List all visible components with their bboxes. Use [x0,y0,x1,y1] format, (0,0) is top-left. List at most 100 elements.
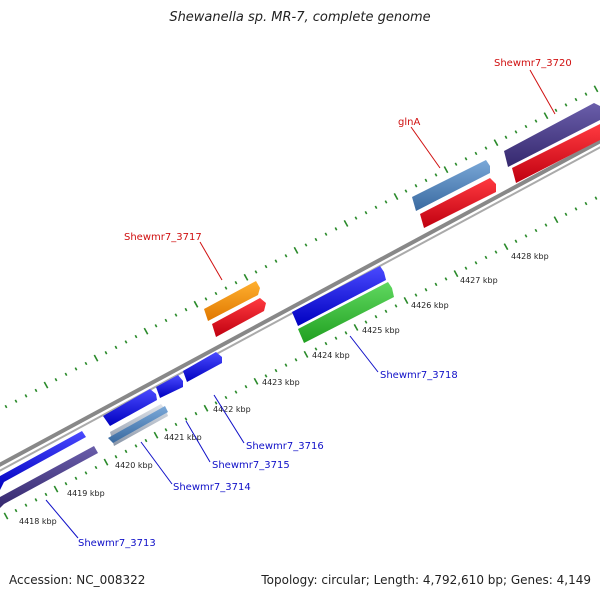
minor-tick [304,243,308,247]
gene-feature-3717[interactable] [204,281,260,321]
minor-tick [164,428,168,432]
minor-tick [414,293,418,297]
major-tick [403,297,409,304]
gene-feature-3720-red[interactable] [512,124,600,183]
minor-tick [74,476,78,480]
reverse-strand-callouts [45,335,379,539]
major-tick [553,216,559,224]
scale-label-4426: 4426 kbp [411,301,449,310]
gene-feature-3717-red[interactable] [212,298,266,337]
major-tick [343,220,349,227]
minor-tick [84,471,88,475]
minor-tick [364,320,368,324]
gene-feature-glnA-red[interactable] [420,178,496,228]
gene-label-3714[interactable]: Shewmr7_3714 [173,482,251,493]
minor-tick [524,234,528,238]
gene-label-3717[interactable]: Shewmr7_3717 [124,232,202,243]
gene-feature-glnA[interactable] [412,160,490,211]
minor-tick [184,307,188,312]
minor-tick [124,449,128,454]
minor-tick [24,394,28,398]
gene-feature-3715[interactable] [156,375,183,398]
minor-tick [474,261,478,265]
major-tick [543,112,549,120]
gene-features [0,103,600,508]
gene-feature-3720[interactable] [504,103,600,167]
major-tick [393,193,399,200]
minor-tick [434,282,438,287]
minor-tick [404,189,408,193]
scale-label-4428: 4428 kbp [511,252,549,261]
gene-feature-3714[interactable] [108,406,168,443]
minor-tick [34,498,38,502]
minor-tick [484,146,488,150]
minor-tick [584,92,588,96]
minor-tick [544,223,548,227]
major-tick [153,431,159,439]
gene-feature-blue[interactable] [0,431,86,490]
callout-3716 [213,394,245,444]
gene-feature-3713[interactable] [0,446,98,508]
minor-tick [534,228,538,233]
gene-label-glnA[interactable]: glnA [398,117,420,128]
minor-tick [64,482,68,486]
minor-tick [134,444,138,448]
genome-backbone [0,139,600,472]
gene-feature-3716[interactable] [183,352,222,382]
gene-feature-3718[interactable] [292,266,386,326]
gene-label-3713[interactable]: Shewmr7_3713 [78,538,156,549]
minor-tick [384,309,388,313]
minor-tick [264,264,268,269]
minor-tick [74,367,78,371]
minor-tick [414,184,418,188]
gene-label-3716[interactable]: Shewmr7_3716 [246,441,324,452]
minor-tick [14,508,18,513]
major-tick [353,324,359,331]
scale-label-4423: 4423 kbp [262,378,300,387]
scale-label-4420: 4420 kbp [115,461,153,470]
minor-tick [284,254,288,258]
callout-3720 [529,69,556,115]
gene-label-3720[interactable]: Shewmr7_3720 [494,58,572,69]
scale-label-4424: 4424 kbp [312,351,350,360]
major-tick [143,327,149,335]
minor-tick [124,340,128,344]
gene-feature-blue[interactable] [103,389,157,426]
lower-tick-row [3,196,598,520]
minor-tick [234,281,238,285]
callout-glnA [410,126,441,169]
minor-tick [464,266,468,270]
minor-tick [184,417,188,421]
minor-tick [334,227,338,231]
minor-tick [54,378,58,382]
gene-label-3715[interactable]: Shewmr7_3715 [212,460,290,471]
minor-tick [84,361,88,366]
minor-tick [14,399,18,403]
minor-tick [314,347,318,351]
minor-tick [354,216,358,220]
gene-feature-3718-green[interactable] [298,282,394,343]
minor-tick [104,351,108,355]
major-tick [453,270,459,278]
gene-label-3718[interactable]: Shewmr7_3718 [380,370,458,381]
minor-tick [324,232,328,236]
major-tick [443,166,449,174]
minor-tick [264,374,268,378]
minor-tick [564,103,568,107]
minor-tick [564,212,568,216]
minor-tick [204,297,208,301]
upper-tick-row [4,85,599,409]
minor-tick [484,255,488,260]
minor-tick [224,395,228,400]
scale-label-4427: 4427 kbp [460,276,498,285]
major-tick [253,377,259,385]
scale-label-4421: 4421 kbp [164,433,202,442]
scale-label-4425: 4425 kbp [362,326,400,335]
major-tick [493,139,499,147]
scale-label-4422: 4422 kbp [213,405,251,414]
minor-tick [344,331,348,335]
major-tick [193,300,199,308]
major-tick [3,512,9,520]
